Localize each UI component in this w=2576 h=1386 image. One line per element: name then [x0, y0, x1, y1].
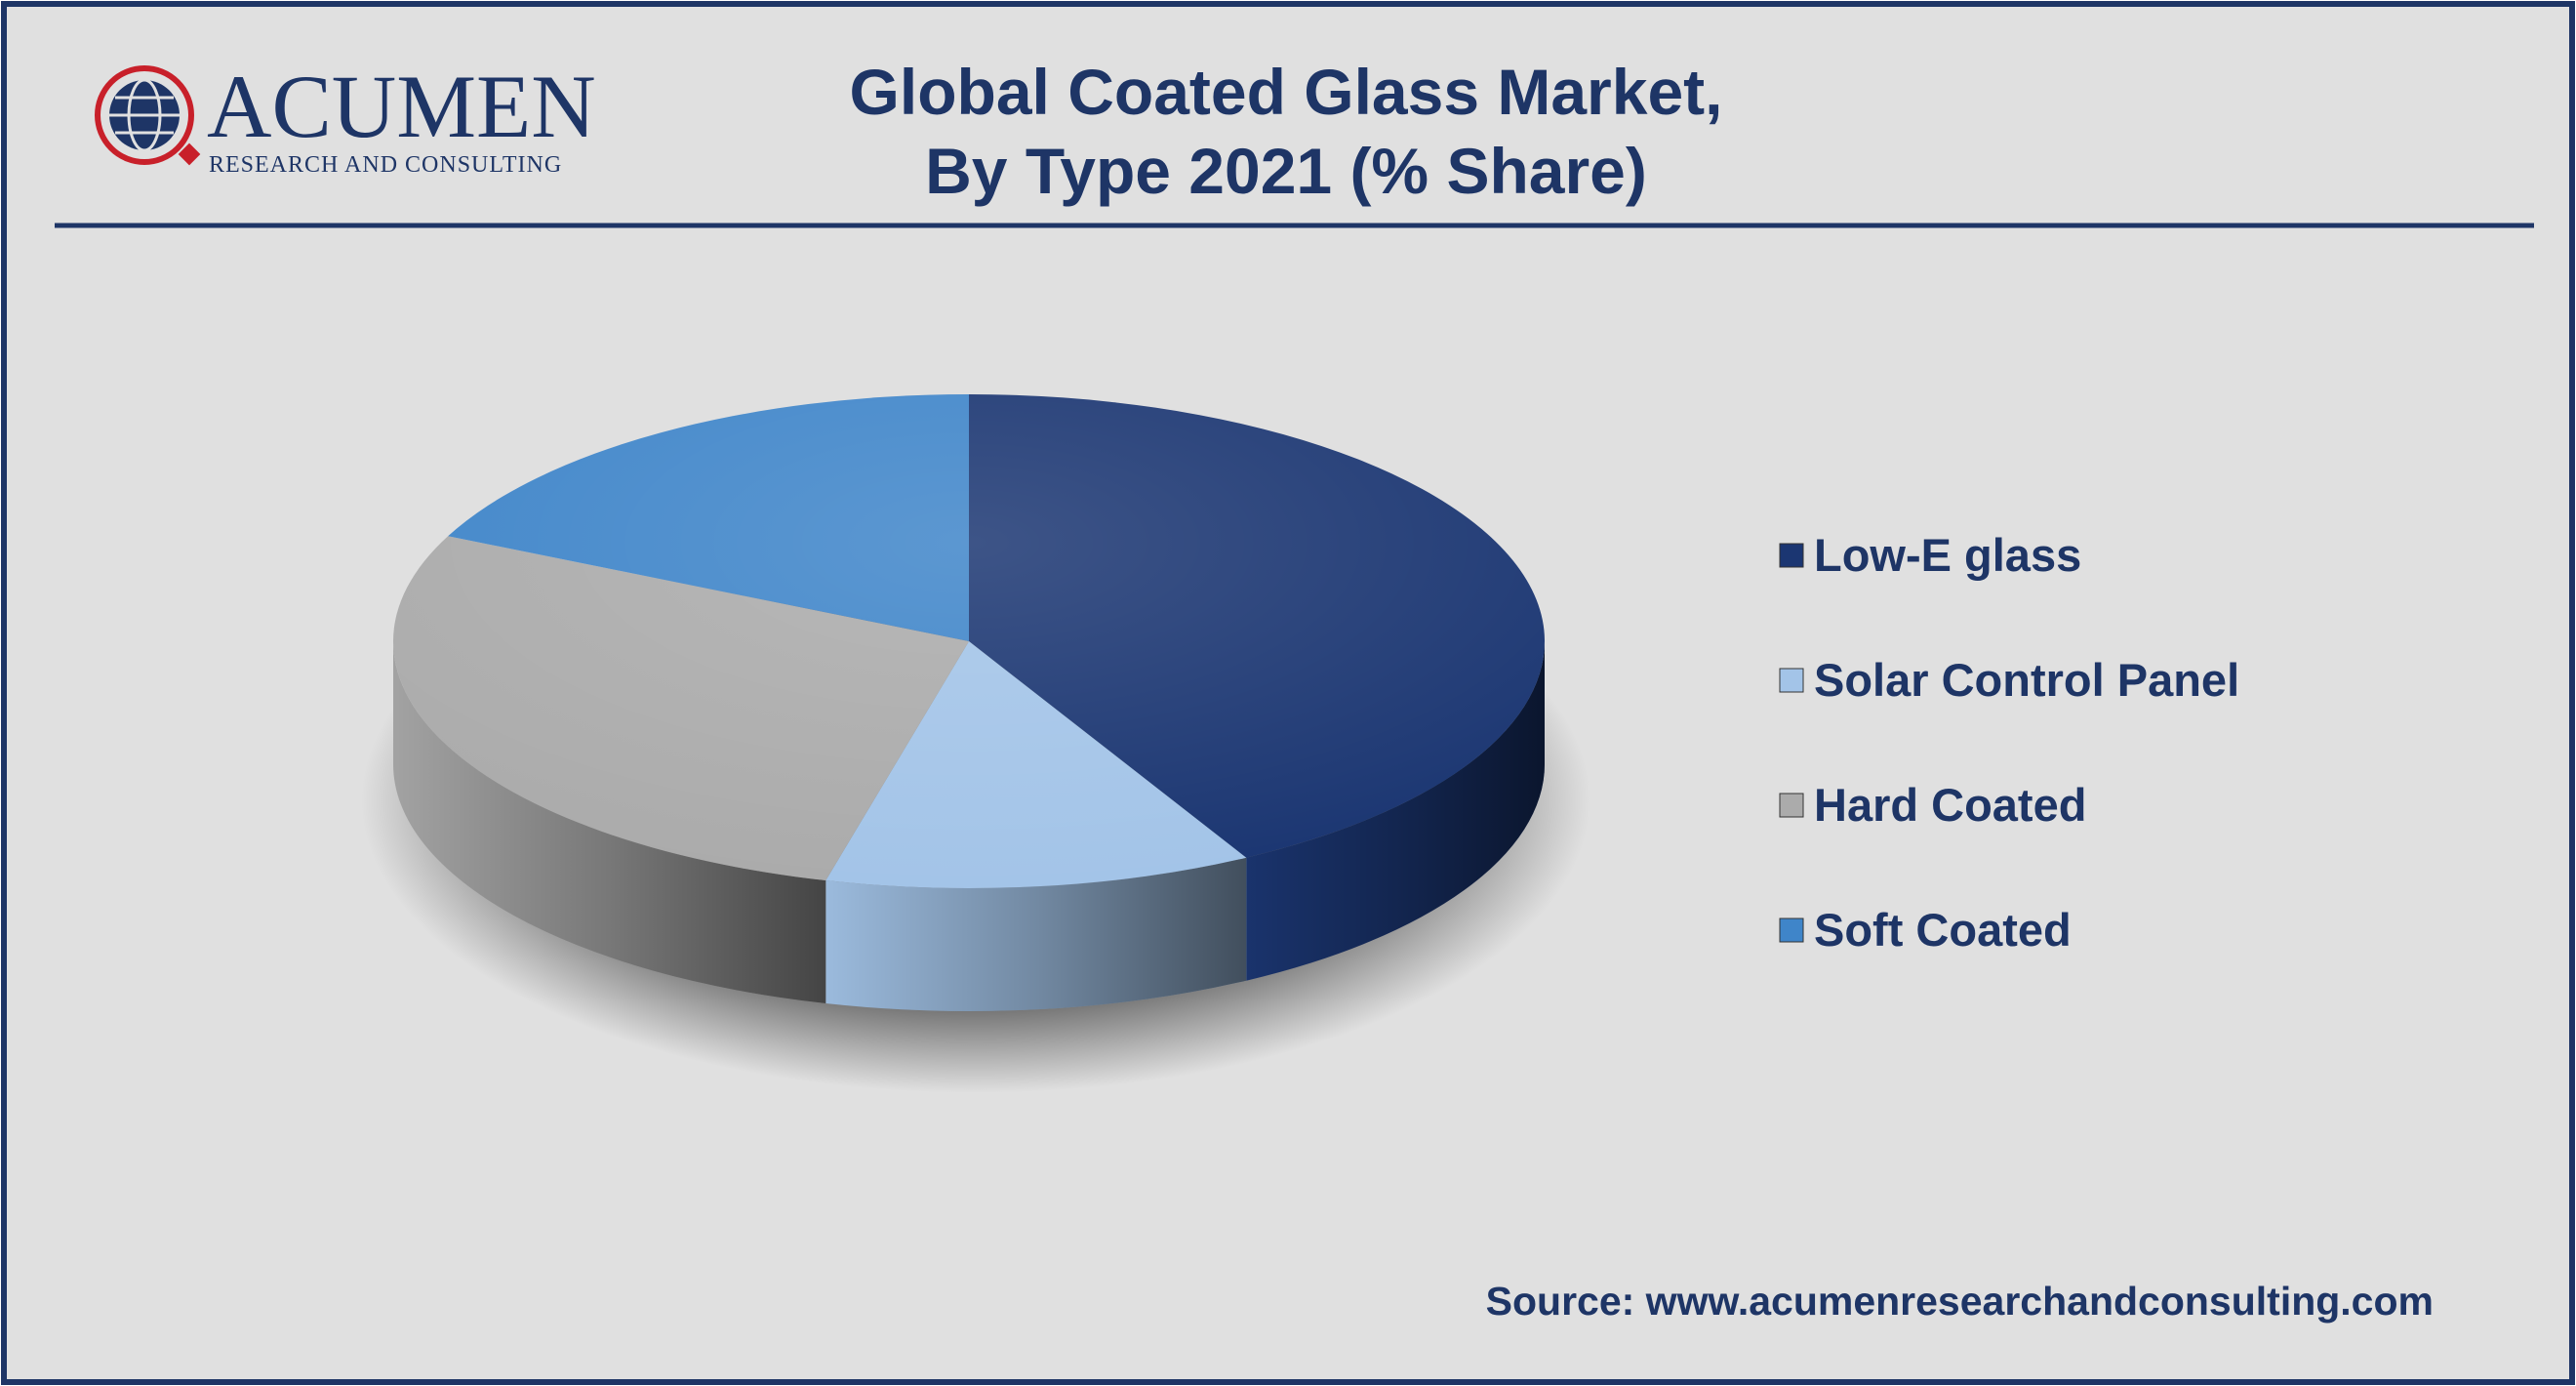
legend-label: Low-E glass — [1814, 529, 2081, 581]
slice-side-shade — [1246, 641, 1545, 981]
slice-side-shade — [825, 857, 1247, 1011]
logo-tagline: RESEARCH AND CONSULTING — [209, 152, 562, 178]
slice-side-shade — [393, 641, 826, 1004]
legend-marker — [1779, 668, 1804, 693]
chart-title: Global Coated Glass Market, — [850, 56, 1723, 128]
legend: Low-E glass Solar Control Panel Hard Coate… — [1779, 529, 2239, 956]
legend-marker — [1779, 793, 1804, 818]
logo-name: ACUMEN — [207, 57, 596, 156]
legend-label: Solar Control Panel — [1814, 654, 2239, 706]
pie — [392, 394, 1545, 1011]
legend-marker — [1779, 917, 1804, 943]
pie-gloss — [393, 394, 1545, 888]
legend-marker — [1779, 543, 1804, 568]
legend-label: Soft Coated — [1814, 904, 2072, 956]
source: Source: www.acumenresearchandconsulting.… — [1486, 1279, 2434, 1324]
chart-title: By Type 2021 (% Share) — [925, 135, 1647, 207]
legend-label: Hard Coated — [1814, 779, 2086, 831]
